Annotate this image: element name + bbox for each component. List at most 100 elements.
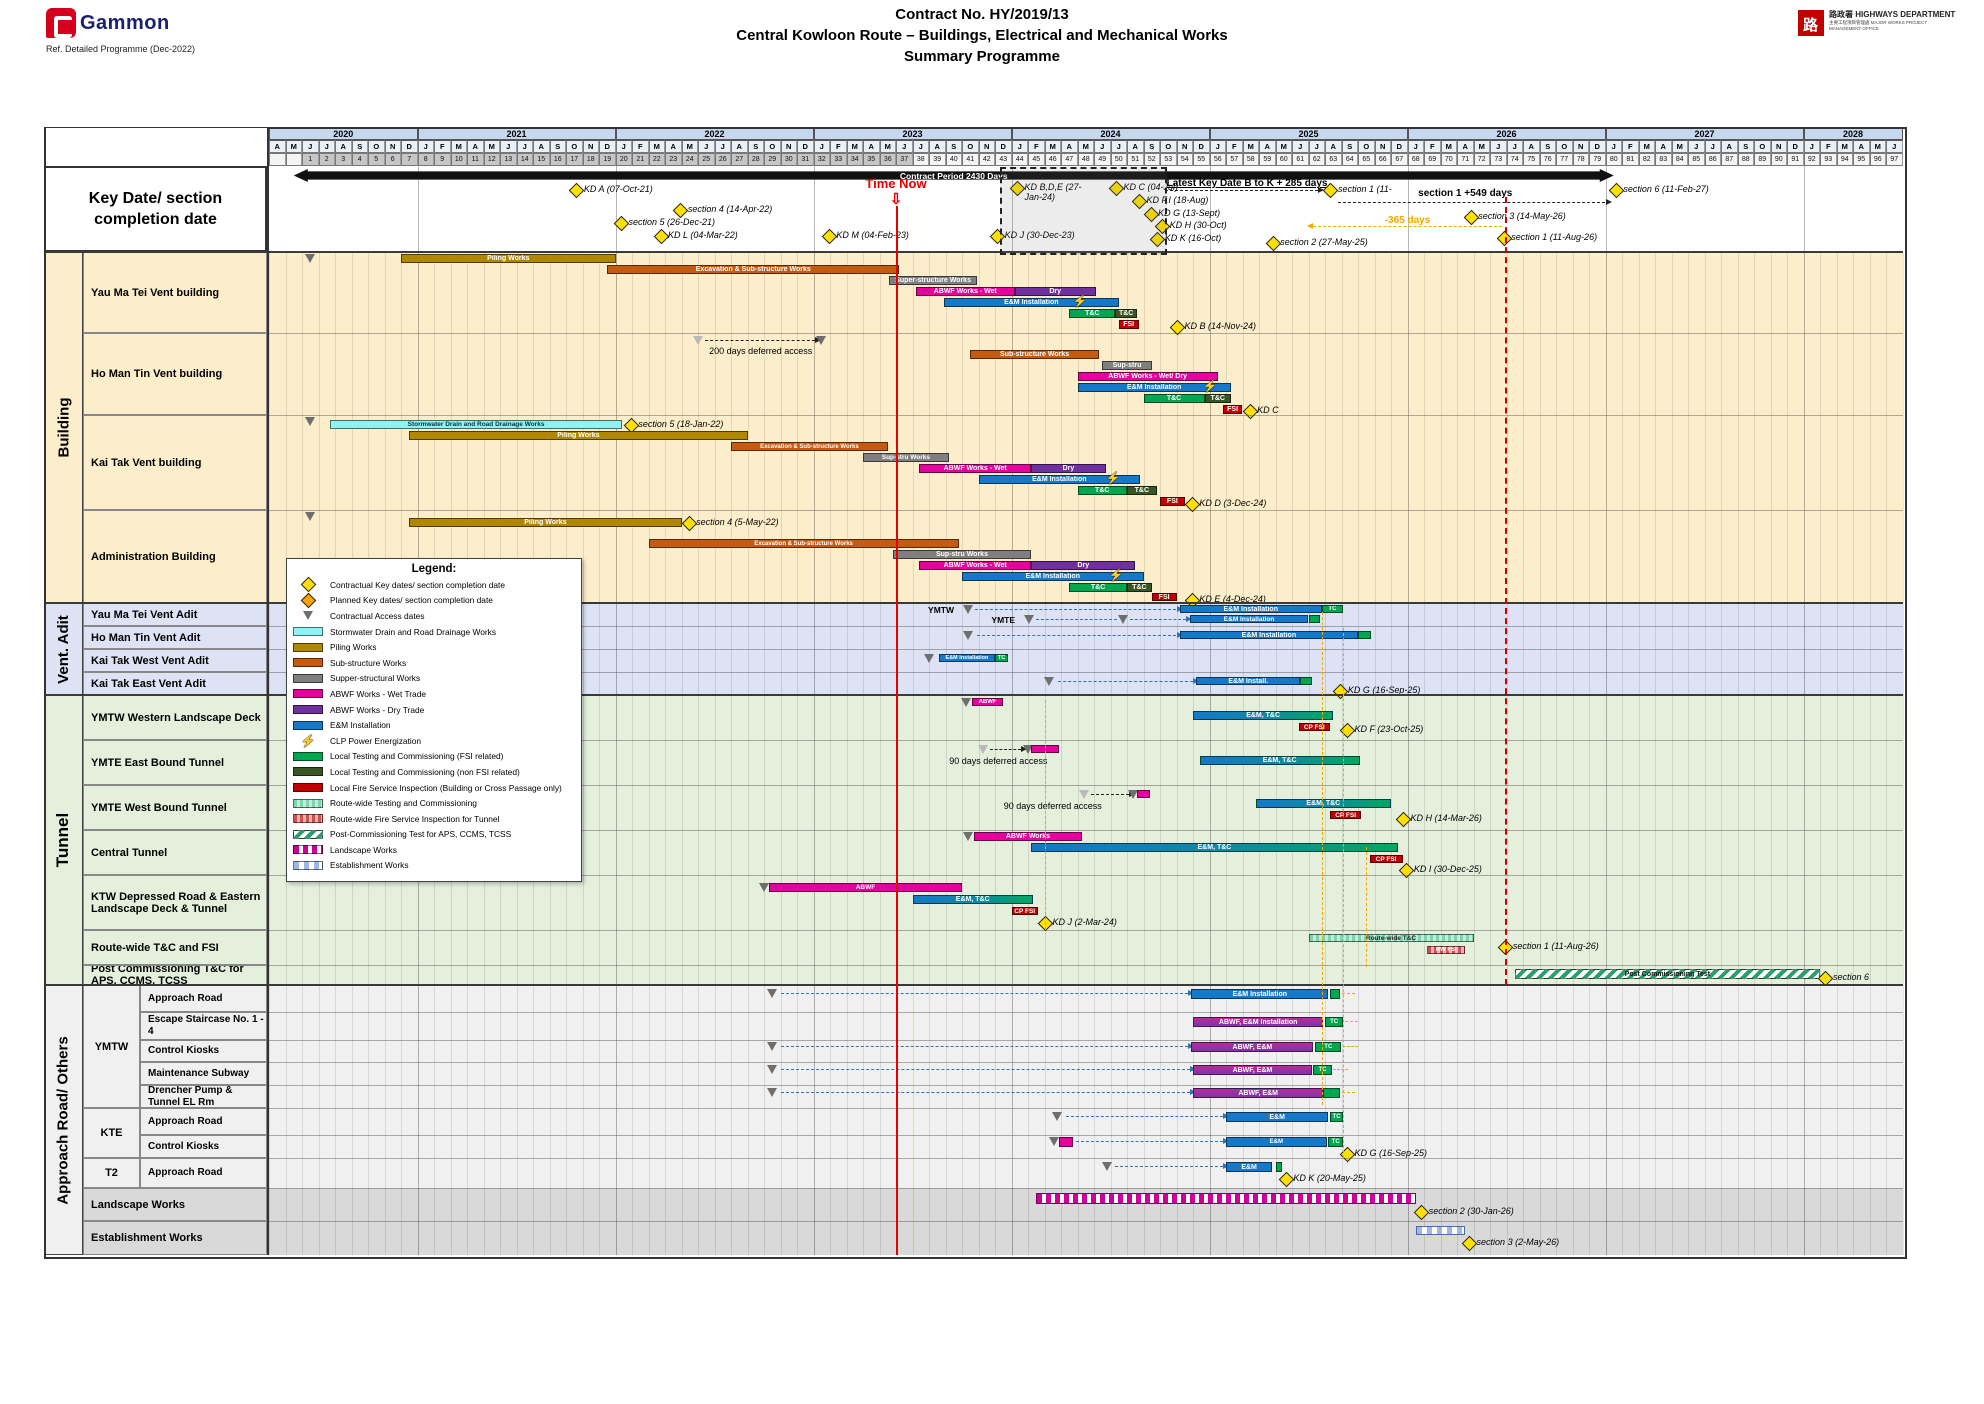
key-date-label: section 4 (14-Apr-22) [687,203,773,214]
key-date-label: section 1 (11-Aug-26) [1511,231,1598,242]
timeline-month-cell: A [269,140,286,153]
arrowhead-icon [1307,222,1314,229]
timeline-month-cell: J [1110,140,1127,153]
contract-number: Contract No. HY/2019/13 [895,6,1069,23]
gantt-bar [1036,1193,1416,1204]
timeline-month-cell: M [1638,140,1655,153]
timeline-month-cell: N [1176,140,1193,153]
row-divider [267,1012,1903,1013]
gantt-bar: Piling Works [401,254,616,263]
timeline-number-cell: 5 [368,153,385,166]
timeline-number-cell: 3 [335,153,352,166]
timeline-month-cell: A [335,140,352,153]
gantt-bar: T&C [1204,394,1231,403]
gantt-bar: Piling Works [409,518,682,527]
timeline-number-cell: 23 [665,153,682,166]
timeline-number-cell: 88 [1737,153,1754,166]
timeline-number-cell: 21 [632,153,649,166]
timeline-month-cell: J [1605,140,1622,153]
programme-name: Summary Programme [904,48,1060,65]
legend-item-label: ABWF Works - Dry Trade [330,704,425,715]
timeline-number-cell: 2 [318,153,335,166]
key-date-label: KD J (2-Mar-24) [1052,916,1117,927]
gridline [1259,252,1260,1255]
key-date-label: KD F (23-Oct-25) [1354,723,1424,734]
section-label: Building [44,252,83,603]
gridline [747,252,749,1255]
gridline [1605,127,1607,1255]
timeline-month-cell: M [450,140,467,153]
timeline-month-cell: S [1539,140,1556,153]
highways-department-icon [1798,10,1824,36]
key-date-label: KD L (04-Mar-22) [668,229,738,240]
gridline [1853,252,1854,1255]
timeline-month-cell: J [1803,140,1820,153]
access-date-triangle [1118,615,1129,624]
gantt-bar: E&M [1226,1162,1273,1172]
gantt-bar: FSI [1222,405,1243,414]
timeline-month-cell: A [1061,140,1078,153]
timeline-month-cell: D [995,140,1012,153]
timeline-number-cell: 77 [1556,153,1573,166]
timeline-month-cell: N [582,140,599,153]
legend-item: Planned Key dates/ section completion da… [293,592,575,609]
legend-item-label: Route-wide Fire Service Inspection for T… [330,813,500,824]
timeline-number-cell: 61 [1292,153,1309,166]
clp-power-bolt-icon: ⚡ [300,733,316,748]
legend-title: Legend: [411,563,457,575]
timeline-number-cell: 59 [1259,153,1276,166]
timeline-month-cell: M [483,140,500,153]
row-divider [267,649,1903,650]
arrowhead-icon [1222,1112,1229,1119]
access-date-triangle [766,1042,777,1051]
timeline-month-cell: A [1853,140,1870,153]
timeline-number-cell: 25 [698,153,715,166]
gantt-bar: E&M Installation [1189,615,1309,623]
timeline-number-cell: 79 [1589,153,1606,166]
timeline-month-cell: J [500,140,517,153]
row-label: Kai Tak Vent building [83,415,267,510]
timeline-month-cell: D [401,140,418,153]
timeline-number-cell: 70 [1440,153,1457,166]
timeline-month-cell: M [681,140,698,153]
dependency-line [1338,202,1606,203]
gridline [1391,252,1392,1255]
dependency-line [704,340,816,341]
gantt-bar: Piling Works [409,431,748,440]
row-label: Control Kiosks [140,1135,267,1158]
gridline [1820,252,1821,1255]
access-date-triangle [961,698,972,707]
row-label: Control Kiosks [140,1040,267,1062]
timeline-month-cell: J [1490,140,1507,153]
key-date-label: KD K (16-Oct) [1164,232,1222,243]
timeline-number-cell: 57 [1226,153,1243,166]
pc-swatch [293,829,323,839]
reference-date-line [1504,197,1507,985]
gantt-bar: Sup-stru Works [892,550,1032,559]
gantt-bar: E&M Installation [1179,631,1358,639]
dependency-line [1065,1116,1223,1117]
dependency-line [1130,619,1187,620]
timeline-number-cell [285,153,302,166]
key-date-diamond [821,228,838,245]
gantt-bar: E&M Install. [1196,677,1301,685]
timeline-month-cell: F [434,140,451,153]
gantt-bar: E&M Installation [1077,383,1231,392]
key-date-label: KD G (16-Sep-25) [1347,684,1421,695]
dependency-line [990,749,1022,750]
key-date-label: KD M (04-Feb-23) [836,229,909,240]
gridline [1061,252,1062,1255]
row-band [44,1221,1903,1255]
gantt-bar: TC [1329,1112,1344,1122]
gantt-bar: CP FSI [1369,855,1403,863]
dependency-line [780,1092,1190,1093]
access-date-triangle [1101,1162,1112,1171]
row-label: Establishment Works [83,1221,267,1255]
timeline-number-cell: 32 [813,153,830,166]
gridline [1011,127,1013,1255]
timeline-number-cell: 43 [995,153,1012,166]
row-divider [267,785,1903,786]
timeline-month-cell: A [665,140,682,153]
arrowhead-icon [1186,615,1193,622]
